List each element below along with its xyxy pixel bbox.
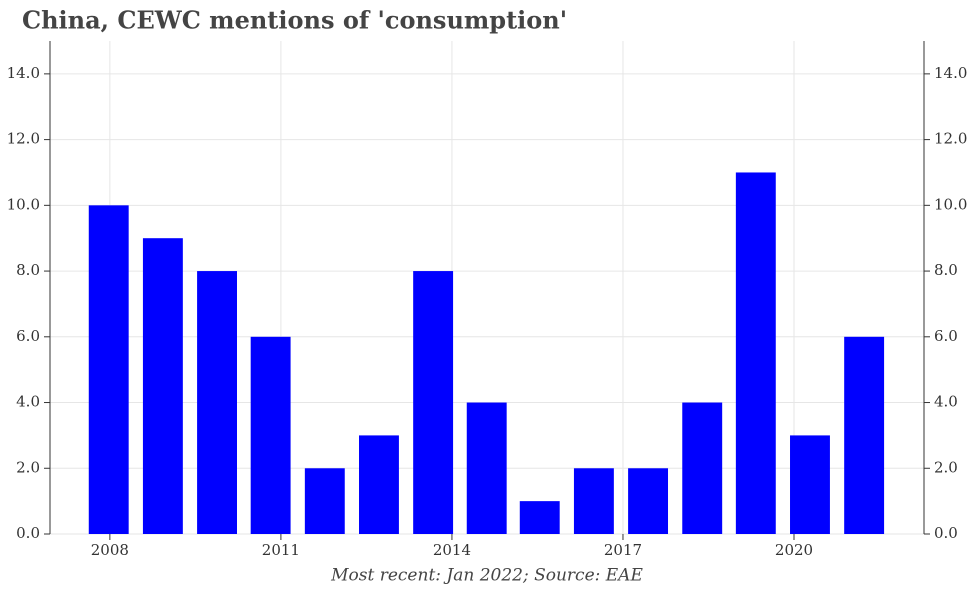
y-tick-label: 10.0 (7, 195, 40, 213)
x-tick-label: 2020 (775, 541, 813, 559)
bar (88, 205, 129, 535)
bar (790, 435, 830, 534)
x-tick-label: 2017 (604, 541, 642, 559)
bar (359, 435, 399, 534)
x-tick-label: 2011 (262, 541, 300, 559)
y-tick-label: 14.0 (7, 64, 40, 82)
y2-tick-label: 8.0 (934, 261, 958, 279)
x-tick-label: 2008 (91, 541, 129, 559)
bar (844, 336, 885, 534)
bar (304, 468, 345, 534)
y2-tick-label: 6.0 (934, 327, 958, 345)
y-tick-label: 2.0 (16, 458, 40, 476)
y-tick-label: 12.0 (7, 130, 40, 148)
bar (142, 238, 183, 534)
y2-tick-label: 14.0 (934, 64, 967, 82)
bar (466, 402, 507, 534)
bar (413, 271, 454, 534)
y2-tick-label: 0.0 (934, 524, 958, 542)
bar (519, 501, 560, 534)
bar (628, 468, 669, 534)
y2-tick-label: 10.0 (934, 195, 967, 213)
y-tick-label: 6.0 (16, 327, 40, 345)
chart-title: China, CEWC mentions of 'consumption' (22, 6, 567, 35)
bar (250, 336, 291, 534)
x-tick-label: 2014 (433, 541, 471, 559)
y-tick-label: 4.0 (16, 393, 40, 411)
bar (682, 402, 723, 534)
bar (197, 271, 238, 534)
y-tick-label: 0.0 (16, 524, 40, 542)
footnote: Most recent: Jan 2022; Source: EAE (330, 566, 643, 586)
y2-tick-label: 4.0 (934, 393, 958, 411)
y2-tick-label: 2.0 (934, 458, 958, 476)
y2-tick-label: 12.0 (934, 130, 967, 148)
y-tick-label: 8.0 (16, 261, 40, 279)
bar (735, 172, 776, 534)
bar (573, 468, 614, 534)
